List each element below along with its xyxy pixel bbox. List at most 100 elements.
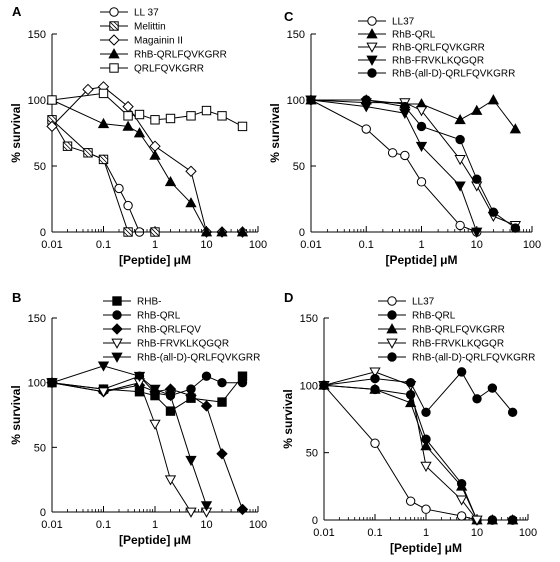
panel-c-data-point <box>472 174 482 184</box>
panel-a-legend-label: LL 37 <box>134 8 159 19</box>
panel-b-x-tick-label: 0.01 <box>41 519 62 531</box>
panel-d-x-axis-title: [Peptide] μM <box>390 541 462 555</box>
panel-d-legend-label: RhB-QRLFQVKGRR <box>412 325 505 336</box>
panel-a-data-point <box>98 88 109 99</box>
panel-c-data-point <box>415 106 428 117</box>
panel-c-series-line <box>310 99 478 233</box>
panel-a: A 0 50 100 150 0.01 0.1 1 10 100 [Peptide] μM % sur… <box>9 4 267 267</box>
panel-a-y-tick-label: 50 <box>34 161 46 173</box>
panel-c-x-tick-label: 0.01 <box>300 239 321 251</box>
panel-b-data-point <box>97 361 110 372</box>
panel-d-x-tick-label: 0.1 <box>367 527 382 539</box>
panel-d-y-tick-label: 100 <box>300 380 318 392</box>
panel-a-legend-label: Magainin II <box>134 36 183 47</box>
panel-b-y-tick-label: 0 <box>40 507 46 519</box>
panel-d-data-point <box>404 397 417 408</box>
panel-b-data-point <box>217 377 227 388</box>
panel-c-y-axis-title: % survival <box>268 103 282 162</box>
panel-c-x-tick-label: 1 <box>418 239 424 251</box>
panel-b-data-point <box>236 503 249 516</box>
panel-d-data-point <box>456 367 467 377</box>
panel-d-legend-label: RhB-QRL <box>412 311 456 322</box>
panel-d-legend-marker <box>387 352 397 362</box>
panel-b-data-point <box>200 501 213 512</box>
panel-d-legend-marker <box>387 296 397 306</box>
panel-c-series-line <box>310 99 477 233</box>
panel-b-data-point <box>164 391 177 402</box>
panel-a-legend-marker <box>109 63 119 73</box>
panel-c-legend-label: LL37 <box>392 17 415 28</box>
panel-d-data-point <box>420 440 432 451</box>
panel-d-legend-label: RhB-FRVKLKQGQR <box>412 339 504 350</box>
panel-d-data-point <box>420 461 432 472</box>
panel-b-data-point <box>149 419 161 430</box>
panel-c-x-tick-label: 100 <box>523 239 541 251</box>
panel-a-series-2: Melittin <box>47 21 166 237</box>
panel-b-x-tick-label: 0.1 <box>96 519 111 531</box>
panel-d-series-line <box>323 384 513 521</box>
panel-a-series-line <box>51 99 243 233</box>
panel-d-data-point <box>405 377 416 388</box>
panel-b-data-point <box>164 475 177 486</box>
panel-b-legend-label: RHB- <box>137 297 161 308</box>
panel-d-data-point <box>472 394 482 404</box>
panel-c-data-point <box>361 124 371 134</box>
panel-c-data-point <box>306 95 316 105</box>
panel-a-legend-marker-hatch <box>109 21 119 31</box>
panel-b-data-point <box>46 378 58 389</box>
panel-b-data-point <box>237 377 248 388</box>
panel-a-legend-marker <box>109 7 119 17</box>
panel-c-data-point <box>471 104 483 115</box>
panel-d-y-tick-label: 50 <box>306 448 318 460</box>
panel-c-data-point <box>416 121 427 132</box>
panel-a-data-point <box>133 127 146 138</box>
panel-b-x-axis-title: [Peptide] μM <box>119 533 191 547</box>
panel-b-x-tick-label: 100 <box>249 519 267 531</box>
panel-d-data-point <box>507 407 518 417</box>
panel-b-data-point <box>200 400 213 412</box>
panel-d-data-point <box>370 438 380 448</box>
panel-c-legend-label: RhB-FRVKLKQGQR <box>392 56 484 67</box>
panel-a-series-line <box>51 119 140 233</box>
panel-b-x-tick-label: 1 <box>152 519 158 531</box>
panel-b-legend-marker <box>112 296 122 306</box>
panel-c-data-point <box>488 207 499 217</box>
panel-d-x-tick-label: 10 <box>471 527 483 539</box>
panel-a-data-point <box>122 120 134 131</box>
panel-a-data-point <box>82 83 94 96</box>
panel-b-data-point <box>133 371 146 383</box>
panel-d: D 0 50 100 150 0.01 0.1 1 10 100 [Peptide] μM % sur… <box>281 290 537 555</box>
panel-b-series-line <box>51 382 207 513</box>
panel-d-data-point <box>456 511 467 521</box>
panel-c-data-point <box>454 113 466 125</box>
panel-a-data-point <box>201 105 212 116</box>
panel-b-y-axis-title: % survival <box>9 385 23 444</box>
panel-a-data-point-hatch <box>123 227 133 237</box>
panel-c-legend-marker <box>367 68 377 78</box>
panel-d-data-point <box>506 514 519 525</box>
panel-d-y-tick-label: 0 <box>312 515 318 527</box>
panel-a-x-tick-label: 10 <box>200 239 212 251</box>
panel-c-legend-label: RhB-QRL <box>392 30 436 41</box>
panel-a-data-point-hatch <box>63 141 72 151</box>
panel-c-legend-marker <box>366 55 378 66</box>
panel-c-data-point <box>510 223 521 233</box>
panel-a-x-tick-label: 1 <box>152 239 158 251</box>
panel-a-data-point <box>236 226 249 237</box>
panel-c-y-tick-label: 150 <box>287 29 305 41</box>
panel-a-legend-marker <box>108 34 120 46</box>
panel-c-data-point <box>455 220 465 231</box>
panel-d-series-line <box>323 384 513 521</box>
panel-b-data-point <box>201 371 212 381</box>
panel-d-data-point <box>421 407 431 417</box>
panel-d-data-point <box>421 504 431 514</box>
panel-a-x-tick-label: 0.1 <box>96 239 111 251</box>
panel-d-series-line <box>323 384 513 521</box>
panel-a-data-point-hatch <box>99 154 108 164</box>
panel-a-data-point <box>185 165 197 177</box>
panel-a-data-point <box>164 176 177 187</box>
panel-b-data-point <box>216 448 228 460</box>
panel-a-data-point <box>200 226 213 237</box>
panel-c-data-point <box>400 150 410 161</box>
